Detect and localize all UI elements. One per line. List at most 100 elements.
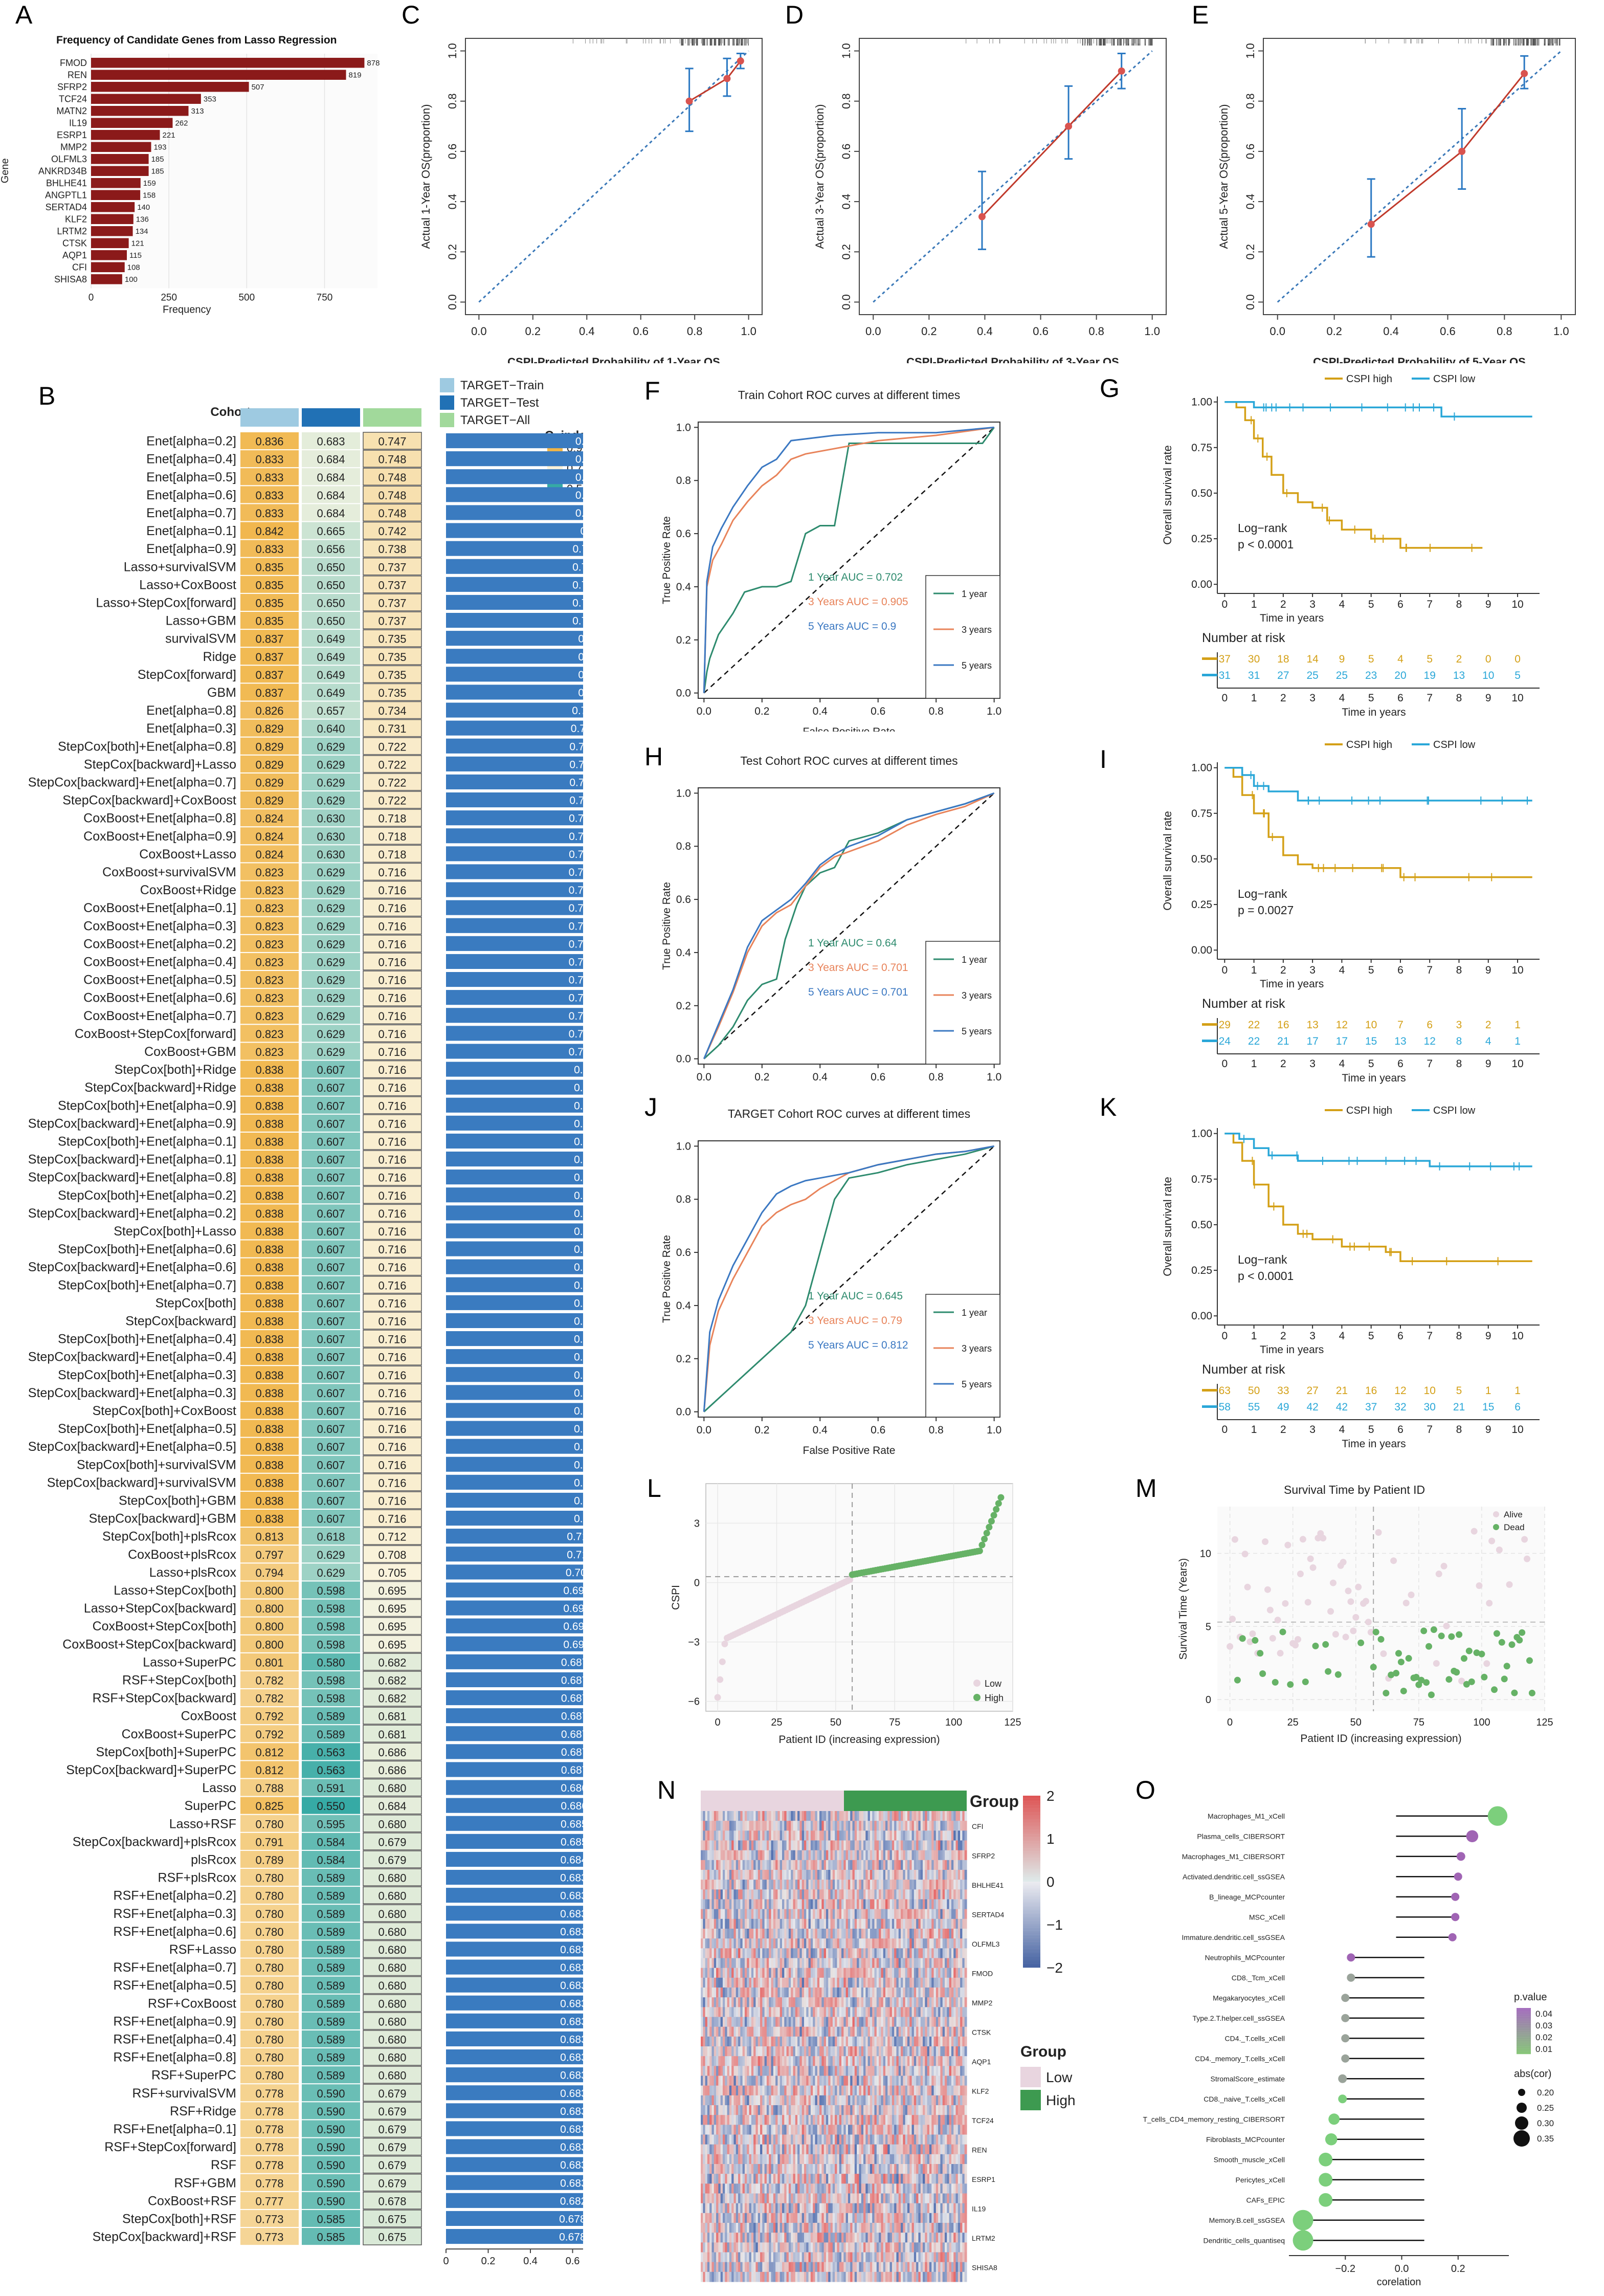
legend-label: 5 years bbox=[962, 1026, 992, 1036]
mean-value: 0.74 bbox=[578, 633, 583, 645]
x-tick-label: 2 bbox=[1280, 599, 1286, 610]
bar-axis-label: 0 bbox=[443, 2256, 449, 2267]
heat-cell bbox=[938, 1988, 941, 1998]
heat-cell bbox=[703, 1899, 706, 1910]
heat-cell bbox=[859, 1918, 862, 1929]
heat-cell bbox=[799, 1977, 803, 1988]
heat-cell bbox=[951, 1811, 954, 1821]
heat-cell bbox=[942, 2007, 945, 2018]
heat-cell bbox=[854, 1830, 857, 1841]
km-curve-high bbox=[1224, 1132, 1532, 1262]
heat-cell bbox=[894, 1850, 897, 1861]
calibration-line bbox=[688, 60, 742, 102]
heat-cell bbox=[815, 1870, 818, 1880]
heat-cell bbox=[703, 2036, 706, 2047]
heat-cell bbox=[828, 1938, 831, 1949]
heat-value: 0.836 bbox=[255, 435, 283, 448]
heat-cell bbox=[826, 1880, 829, 1890]
heat-cell bbox=[920, 1880, 923, 1890]
heat-cell bbox=[703, 1948, 706, 1959]
heat-cell bbox=[911, 1918, 915, 1929]
heat-cell bbox=[938, 1899, 941, 1910]
heat-cell bbox=[736, 2036, 739, 2047]
heat-cell bbox=[707, 1988, 710, 1998]
heat-cell bbox=[819, 1830, 822, 1841]
heat-cell bbox=[841, 1909, 844, 1919]
heat-cell bbox=[766, 1997, 769, 2007]
heat-cell bbox=[832, 1948, 835, 1959]
heat-cell bbox=[302, 1635, 360, 1652]
gene-label: IL19 bbox=[69, 118, 87, 128]
heat-cell bbox=[942, 1948, 945, 1959]
patient-point-dead bbox=[1511, 1689, 1518, 1696]
heat-cell bbox=[749, 1929, 752, 1939]
heat-cell bbox=[918, 1918, 921, 1929]
scale-gradient bbox=[547, 484, 563, 486]
heat-cell bbox=[701, 1909, 703, 1919]
heat-cell bbox=[942, 1860, 945, 1870]
heat-cell bbox=[835, 1918, 838, 1929]
heat-value: 0.800 bbox=[255, 1602, 283, 1615]
heat-value: 0.780 bbox=[255, 1961, 283, 1974]
heat-cell bbox=[898, 1821, 901, 1831]
model-label: StepCox[backward]+survivalSVM bbox=[47, 1475, 236, 1490]
heat-cell bbox=[938, 1870, 941, 1880]
heat-cell bbox=[832, 1880, 835, 1890]
mean-value: 0.715 bbox=[567, 1531, 583, 1543]
heat-cell bbox=[363, 1778, 422, 1797]
heat-cell bbox=[744, 1968, 747, 1978]
heat-cell bbox=[363, 1078, 422, 1096]
heat-value: 0.835 bbox=[255, 597, 283, 609]
heat-cell bbox=[806, 1880, 809, 1890]
model-label: CoxBoost+Enet[alpha=0.1] bbox=[83, 901, 236, 915]
heat-cell bbox=[962, 1821, 965, 1831]
heat-cell bbox=[771, 1889, 774, 1900]
heat-cell bbox=[859, 1821, 862, 1831]
heat-cell bbox=[764, 1830, 767, 1841]
heat-value: 0.716 bbox=[378, 1369, 406, 1382]
heat-cell bbox=[779, 1977, 783, 1988]
heat-cell bbox=[302, 2066, 360, 2084]
heat-cell bbox=[791, 1948, 794, 1959]
heat-cell bbox=[742, 1918, 745, 1929]
mean-value: 0.683 bbox=[560, 2177, 583, 2189]
heat-cell bbox=[744, 1821, 747, 1831]
heat-cell bbox=[832, 1821, 835, 1831]
heat-cell bbox=[751, 1840, 754, 1851]
heat-cell bbox=[951, 1880, 954, 1890]
heat-cell bbox=[302, 1384, 360, 1401]
heat-cell bbox=[784, 1988, 787, 1998]
x-tick-label: 9 bbox=[1485, 964, 1491, 976]
heat-cell bbox=[905, 2007, 908, 2018]
heat-cell bbox=[826, 2007, 829, 2018]
mean-value: 0.72 bbox=[574, 1477, 583, 1489]
model-label: RSF+StepCox[forward] bbox=[104, 2140, 236, 2154]
heat-cell bbox=[907, 1929, 910, 1939]
heat-cell bbox=[962, 1830, 965, 1841]
heat-cell bbox=[729, 2036, 732, 2047]
heat-value: 0.838 bbox=[255, 1494, 283, 1507]
heat-cell bbox=[942, 1968, 945, 1978]
heat-cell bbox=[870, 1840, 873, 1851]
heat-cell bbox=[817, 1997, 820, 2007]
heat-value: 0.838 bbox=[255, 1441, 283, 1453]
heat-cell bbox=[885, 1880, 888, 1890]
heat-cell bbox=[784, 2036, 787, 2047]
heat-cell bbox=[784, 1968, 787, 1978]
heat-cell bbox=[738, 1997, 741, 2007]
mean-bar bbox=[446, 828, 583, 844]
heat-cell bbox=[938, 1948, 941, 1959]
heat-cell bbox=[722, 2026, 725, 2037]
heat-cell bbox=[755, 1840, 759, 1851]
patient-point-dead bbox=[1528, 1689, 1535, 1696]
heat-cell bbox=[843, 1811, 846, 1821]
heat-cell bbox=[795, 1958, 798, 1969]
heat-cell bbox=[806, 1889, 809, 1900]
heat-cell bbox=[929, 1821, 932, 1831]
heat-cell bbox=[240, 648, 299, 665]
heat-value: 0.607 bbox=[317, 1315, 345, 1328]
risk-point-low bbox=[717, 1676, 724, 1683]
heat-cell bbox=[363, 1186, 422, 1204]
heat-cell bbox=[905, 1977, 908, 1988]
mean-value: 0.723 bbox=[569, 1028, 583, 1040]
